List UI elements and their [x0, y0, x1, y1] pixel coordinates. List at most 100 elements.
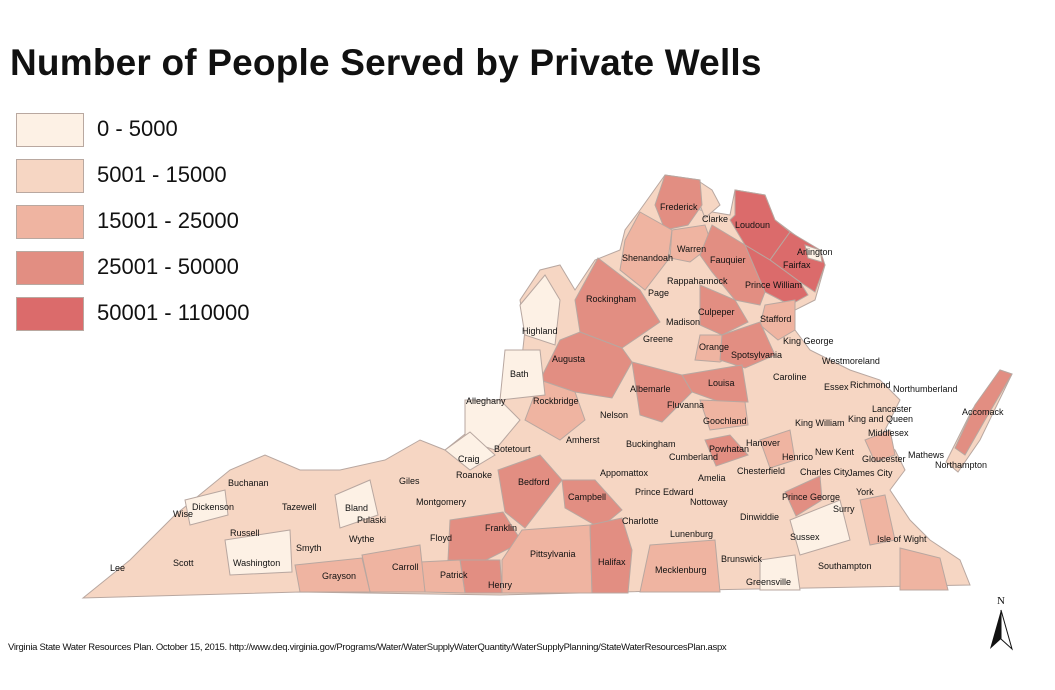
county-shape	[224, 529, 293, 576]
county-label: Clarke	[702, 214, 728, 224]
county-label: Russell	[230, 528, 260, 538]
county-label: Spotsylvania	[731, 350, 782, 360]
county-shape	[654, 174, 703, 231]
legend-label: 5001 - 15000	[97, 162, 227, 187]
county-label: Wythe	[349, 534, 374, 544]
county-shape	[464, 399, 521, 451]
county-label: Cumberland	[669, 452, 718, 462]
county-shape	[759, 429, 796, 469]
county-label: Surry	[833, 504, 855, 514]
county-label: Buchanan	[228, 478, 269, 488]
county-shape	[499, 349, 546, 401]
county-label: Nottoway	[690, 497, 728, 507]
county-shape	[699, 284, 749, 336]
county-label: Greensville	[746, 577, 791, 587]
county-label: Chesterfield	[737, 466, 785, 476]
county-label: Henry	[488, 580, 513, 590]
county-shape	[497, 454, 563, 529]
county-label: Frederick	[660, 202, 698, 212]
county-label: Charles City	[800, 467, 850, 477]
county-label: Brunswick	[721, 554, 763, 564]
county-label: Madison	[666, 317, 700, 327]
county-label: Craig	[458, 454, 480, 464]
county-shape	[561, 479, 623, 529]
county-shape	[639, 539, 721, 593]
county-label: Northampton	[935, 460, 987, 470]
county-shape	[759, 554, 801, 591]
county-label: Warren	[677, 244, 706, 254]
county-label: Franklin	[485, 523, 517, 533]
county-label: Isle of Wight	[877, 534, 927, 544]
county-label: Accomack	[962, 407, 1004, 417]
county-label: King and Queen	[848, 414, 913, 424]
county-shape	[864, 429, 896, 463]
county-shape	[719, 321, 776, 369]
county-shape	[759, 299, 796, 341]
county-label: Dickenson	[192, 502, 234, 512]
county-label: Stafford	[760, 314, 791, 324]
legend-swatch	[16, 205, 84, 239]
county-shape	[447, 511, 523, 563]
county-shape	[444, 431, 496, 471]
county-shape	[519, 274, 561, 346]
county-label: Goochland	[703, 416, 747, 426]
county-label: Buckingham	[626, 439, 676, 449]
county-label: Page	[648, 288, 669, 298]
county-label: Tazewell	[282, 502, 317, 512]
north-arrow-icon: N	[990, 595, 1013, 651]
county-label: Culpeper	[698, 307, 735, 317]
county-label: Giles	[399, 476, 420, 486]
north-label: N	[997, 595, 1005, 607]
legend-swatch	[16, 297, 84, 331]
county-label: Pulaski	[357, 515, 386, 525]
county-shape	[784, 475, 823, 517]
county-label: Powhatan	[709, 444, 749, 454]
source-citation: Virginia State Water Resources Plan. Oct…	[8, 642, 727, 653]
county-label: Rockbridge	[533, 396, 579, 406]
county-shape	[184, 489, 229, 526]
county-label: Campbell	[568, 492, 606, 502]
county-label: Sussex	[790, 532, 820, 542]
county-label: Montgomery	[416, 497, 467, 507]
county-label: Washington	[233, 558, 280, 568]
county-label: Prince William	[745, 280, 802, 290]
map-title: Number of People Served by Private Wells	[10, 42, 762, 83]
county-shape	[699, 399, 749, 431]
county-label: Orange	[699, 342, 729, 352]
county-label: Alleghany	[466, 396, 506, 406]
county-label: Henrico	[782, 452, 813, 462]
legend-swatch	[16, 159, 84, 193]
county-label: New Kent	[815, 447, 855, 457]
county-label: Wise	[173, 509, 193, 519]
county-label: Bland	[345, 503, 368, 513]
county-shape	[699, 224, 766, 306]
county-label: Prince Edward	[635, 487, 694, 497]
county-shape	[334, 479, 379, 529]
county-label: Richmond	[850, 380, 891, 390]
county-label: Hanover	[746, 438, 780, 448]
county-label: Fauquier	[710, 255, 746, 265]
county-label: Nelson	[600, 410, 628, 420]
county-label: Rappahannock	[667, 276, 728, 286]
county-label: King William	[795, 418, 845, 428]
county-shape	[804, 244, 823, 263]
county-label: Appomattox	[600, 468, 649, 478]
county-label: Prince George	[782, 492, 840, 502]
county-label: Floyd	[430, 533, 452, 543]
legend-swatch	[16, 251, 84, 285]
county-label: Halifax	[598, 557, 626, 567]
county-label: Pittsylvania	[530, 549, 576, 559]
county-label: Bath	[510, 369, 529, 379]
county-shape	[954, 369, 1013, 456]
county-label: Westmoreland	[822, 356, 880, 366]
county-label: Bedford	[518, 477, 550, 487]
legend-label: 15001 - 25000	[97, 208, 239, 233]
county-label: Middlesex	[868, 428, 909, 438]
county-shape	[589, 517, 633, 594]
county-label: Loudoun	[735, 220, 770, 230]
county-label: Carroll	[392, 562, 419, 572]
county-label: Lancaster	[872, 404, 912, 414]
county-label: Southampton	[818, 561, 872, 571]
county-shape	[789, 499, 851, 556]
